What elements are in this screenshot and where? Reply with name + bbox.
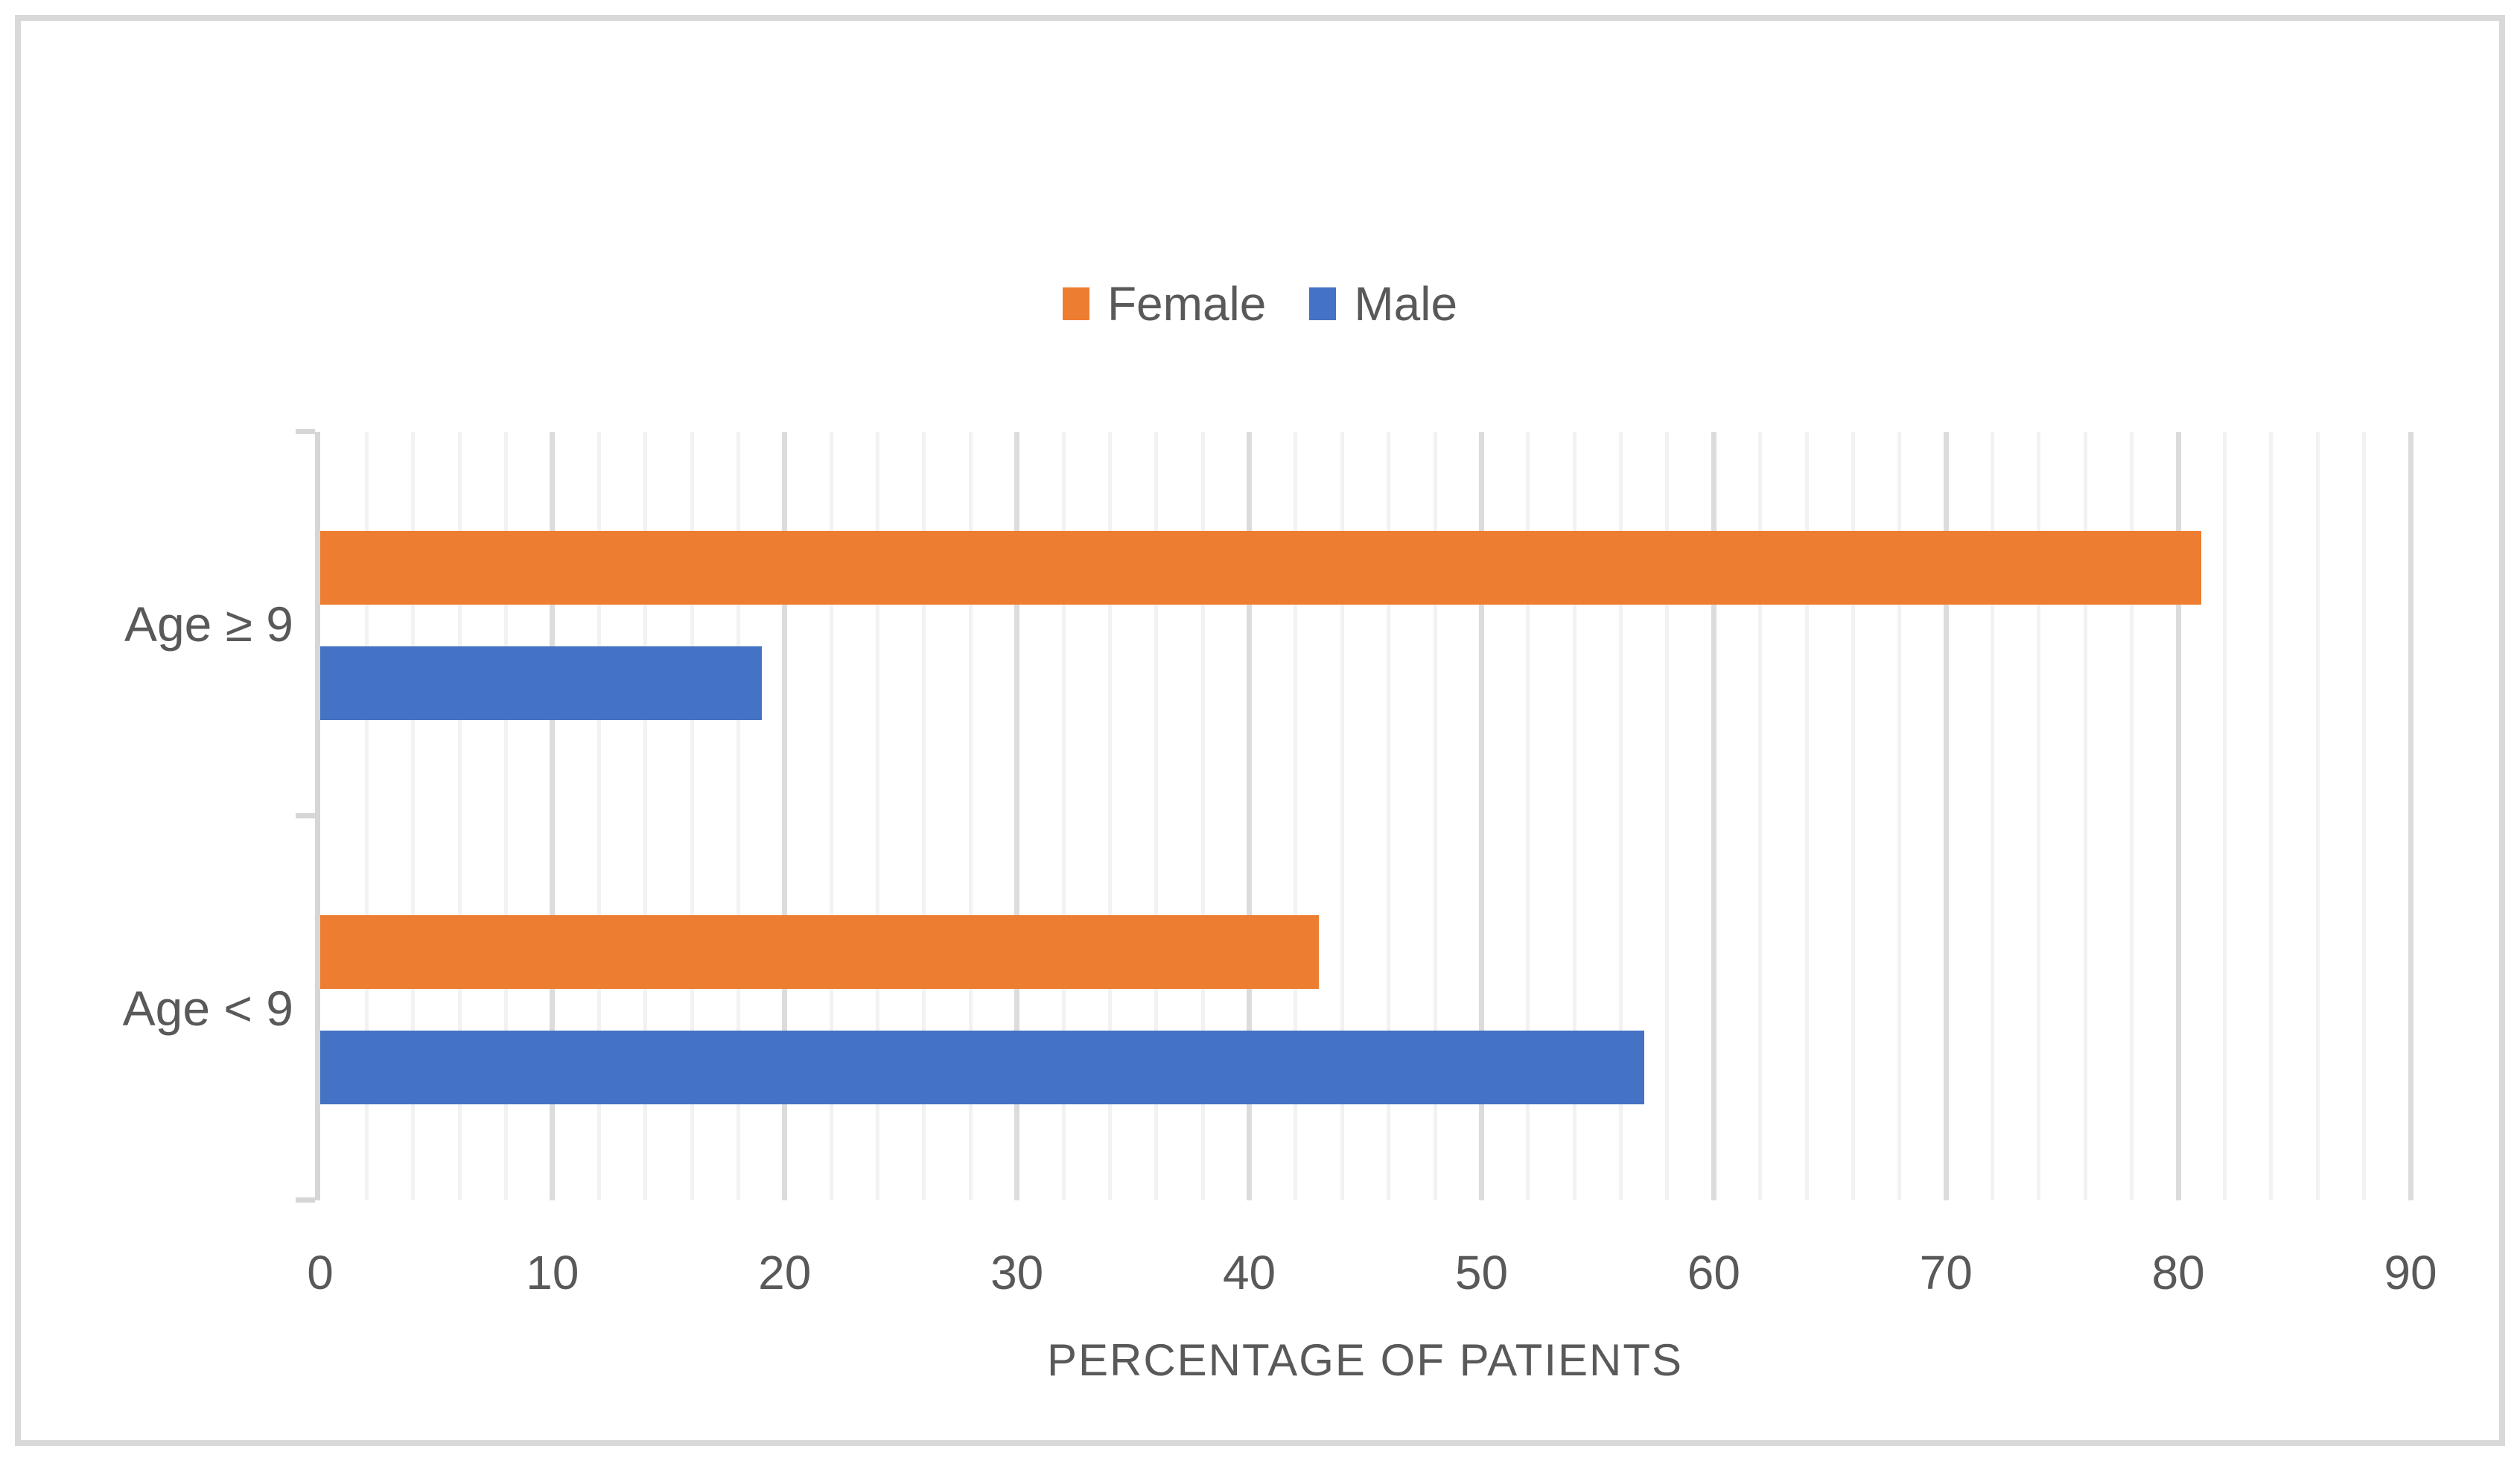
- x-tick-label: 80: [2151, 1246, 2205, 1299]
- minor-gridline: [2083, 432, 2087, 1200]
- minor-gridline: [690, 432, 694, 1200]
- minor-gridline: [1804, 432, 1809, 1200]
- category-label: Age ≥ 9: [124, 596, 293, 652]
- major-gridline: [1014, 432, 1020, 1200]
- x-tick-label: 70: [1919, 1246, 1973, 1299]
- bar-female-age-9: [320, 531, 2202, 605]
- minor-gridline: [2037, 432, 2041, 1200]
- x-axis-title: PERCENTAGE OF PATIENTS: [1046, 1335, 1684, 1385]
- y-axis-tick: [296, 1197, 315, 1203]
- minor-gridline: [1154, 432, 1159, 1200]
- minor-gridline: [2362, 432, 2367, 1200]
- major-gridline: [1247, 432, 1253, 1200]
- major-gridline: [782, 432, 788, 1200]
- x-tick-label: 60: [1687, 1246, 1740, 1299]
- major-gridline: [2408, 432, 2414, 1200]
- minor-gridline: [922, 432, 926, 1200]
- chart-border: [15, 15, 2505, 1446]
- major-gridline: [2175, 432, 2181, 1200]
- minor-gridline: [829, 432, 833, 1200]
- minor-gridline: [1619, 432, 1623, 1200]
- major-gridline: [550, 432, 556, 1200]
- x-tick-label: 0: [307, 1246, 334, 1299]
- minor-gridline: [643, 432, 648, 1200]
- minor-gridline: [2130, 432, 2134, 1200]
- legend-item-female: Female: [1062, 277, 1267, 331]
- minor-gridline: [1340, 432, 1344, 1200]
- legend: Female Male: [0, 274, 2520, 334]
- bar-female-age-9: [320, 915, 1320, 989]
- minor-gridline: [736, 432, 740, 1200]
- minor-gridline: [457, 432, 462, 1200]
- x-tick-label: 20: [758, 1246, 812, 1299]
- x-tick-label: 50: [1454, 1246, 1509, 1299]
- minor-gridline: [968, 432, 973, 1200]
- x-tick-label: 10: [526, 1246, 579, 1299]
- minor-gridline: [2315, 432, 2320, 1200]
- legend-swatch-male: [1309, 287, 1337, 320]
- x-tick-label: 90: [2384, 1246, 2437, 1299]
- legend-swatch-female: [1062, 287, 1089, 320]
- minor-gridline: [1897, 432, 1902, 1200]
- minor-gridline: [1200, 432, 1205, 1200]
- y-axis-tick: [296, 429, 315, 434]
- bar-male-age-9: [320, 646, 762, 720]
- minor-gridline: [364, 432, 369, 1200]
- major-gridline: [1478, 432, 1484, 1200]
- minor-gridline: [1433, 432, 1437, 1200]
- minor-gridline: [1526, 432, 1530, 1200]
- minor-gridline: [1294, 432, 1298, 1200]
- y-axis-tick: [296, 813, 315, 818]
- minor-gridline: [876, 432, 880, 1200]
- x-tick-label: 30: [990, 1246, 1044, 1299]
- major-gridline: [1711, 432, 1716, 1200]
- bar-male-age-9: [320, 1031, 1644, 1104]
- minor-gridline: [596, 432, 601, 1200]
- minor-gridline: [1851, 432, 1855, 1200]
- minor-gridline: [1758, 432, 1763, 1200]
- minor-gridline: [411, 432, 416, 1200]
- major-gridline: [1943, 432, 1949, 1200]
- legend-label-female: Female: [1107, 277, 1267, 331]
- minor-gridline: [1387, 432, 1391, 1200]
- minor-gridline: [1061, 432, 1066, 1200]
- category-label: Age < 9: [122, 981, 293, 1036]
- x-tick-label: 40: [1222, 1246, 1276, 1299]
- y-axis-line: [315, 432, 320, 1200]
- minor-gridline: [1665, 432, 1670, 1200]
- minor-gridline: [2222, 432, 2227, 1200]
- minor-gridline: [2269, 432, 2274, 1200]
- minor-gridline: [1991, 432, 1995, 1200]
- minor-gridline: [1107, 432, 1112, 1200]
- minor-gridline: [504, 432, 508, 1200]
- legend-item-male: Male: [1309, 280, 1457, 328]
- legend-label-male: Male: [1354, 277, 1458, 331]
- minor-gridline: [1572, 432, 1576, 1200]
